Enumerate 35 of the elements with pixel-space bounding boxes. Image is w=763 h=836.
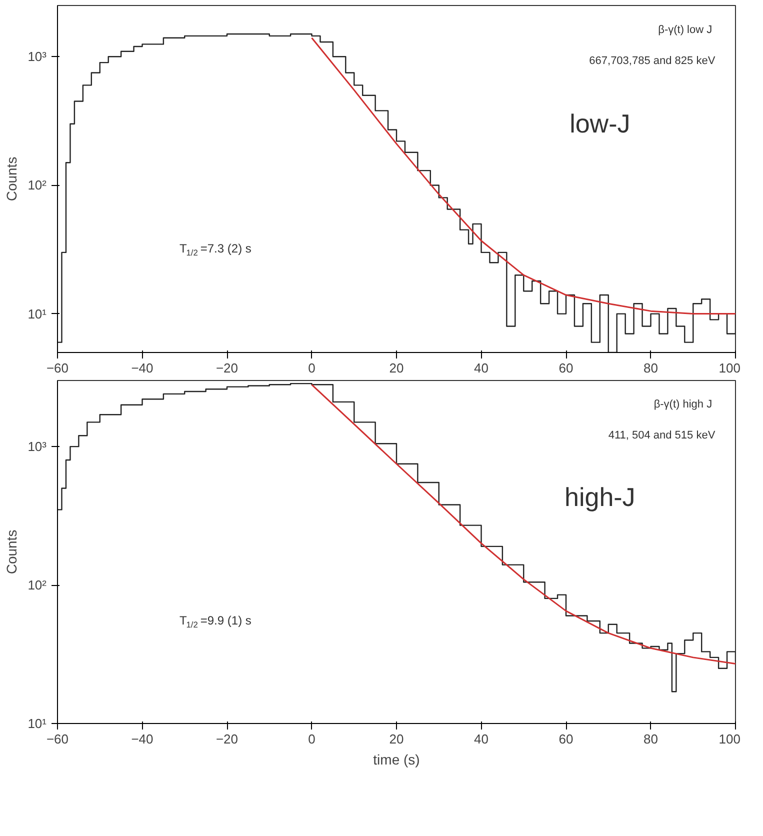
x-tick-label: 60 bbox=[558, 732, 574, 746]
x-tick-label: −20 bbox=[216, 732, 238, 746]
x-tick-label: −60 bbox=[46, 732, 69, 746]
y-tick-label: 10¹ bbox=[28, 716, 48, 731]
annotation: 667,703,785 and 825 keV bbox=[589, 55, 716, 68]
x-axis-title: time (s) bbox=[373, 752, 420, 768]
annotation: β-γ(t) low J bbox=[658, 24, 712, 36]
x-tick-label: 80 bbox=[644, 360, 658, 376]
x-tick-label: 40 bbox=[474, 732, 488, 746]
y-axis-title: Counts bbox=[4, 530, 20, 574]
line-series bbox=[311, 37, 736, 315]
x-tick-label: −40 bbox=[131, 360, 154, 376]
x-tick-label: 100 bbox=[718, 360, 741, 376]
annotation: 411, 504 and 515 keV bbox=[608, 429, 716, 442]
annotation: β-γ(t) high J bbox=[654, 398, 712, 411]
x-tick-label: 100 bbox=[718, 732, 741, 746]
x-tick-label: 0 bbox=[308, 360, 316, 376]
y-tick-label: 10² bbox=[28, 178, 48, 193]
annotation: high-J bbox=[564, 482, 636, 512]
x-tick-label: 20 bbox=[389, 360, 404, 376]
x-tick-label: −40 bbox=[131, 732, 154, 746]
x-tick-label: −60 bbox=[46, 360, 69, 376]
line-series bbox=[311, 384, 736, 665]
x-tick-label: 0 bbox=[308, 732, 316, 746]
y-tick-label: 10³ bbox=[28, 439, 48, 454]
y-tick-label: 10¹ bbox=[28, 306, 48, 322]
y-axis-title: Counts bbox=[4, 156, 20, 202]
y-tick-label: 10² bbox=[28, 578, 48, 593]
x-tick-label: 40 bbox=[474, 360, 488, 376]
y-tick-label: 10³ bbox=[28, 49, 48, 64]
x-tick-label: −20 bbox=[216, 360, 238, 376]
x-tick-label: 20 bbox=[389, 732, 404, 746]
x-tick-label: 60 bbox=[558, 360, 574, 376]
x-tick-label: 80 bbox=[644, 732, 658, 746]
annotation: low-J bbox=[570, 108, 630, 138]
